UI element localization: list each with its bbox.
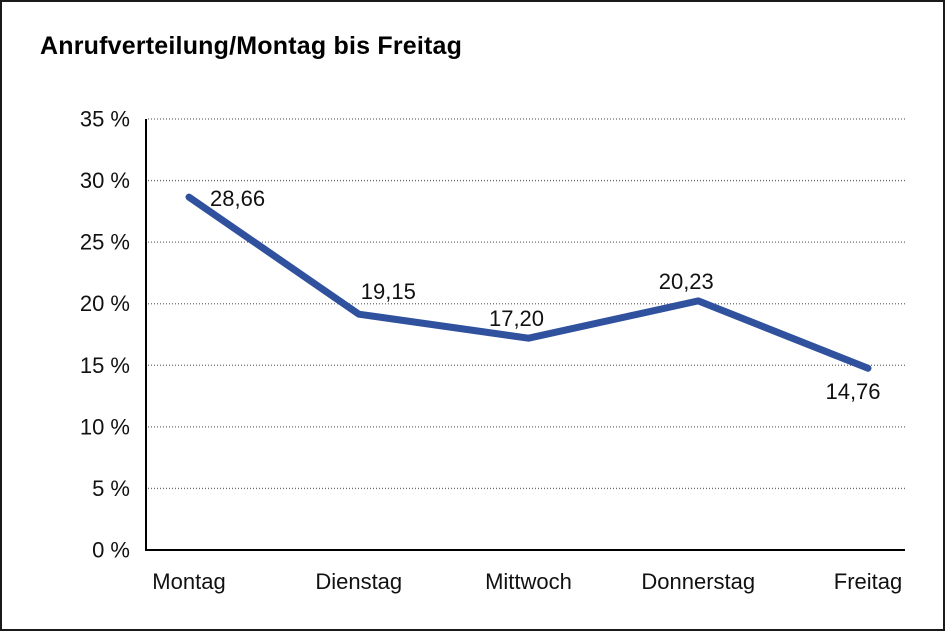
x-tick-label: Montag [152, 569, 225, 594]
data-label: 28,66 [210, 186, 265, 211]
y-tick-label: 10 % [80, 414, 130, 439]
y-tick-label: 25 % [80, 230, 130, 255]
data-label: 14,76 [825, 379, 880, 404]
y-tick-label: 20 % [80, 291, 130, 316]
y-tick-label: 15 % [80, 353, 130, 378]
series-line [185, 193, 872, 372]
y-tick-label: 0 % [92, 538, 130, 563]
x-tick-label: Dienstag [315, 569, 402, 594]
x-tick-label: Mittwoch [485, 569, 572, 594]
data-label: 17,20 [489, 306, 544, 331]
y-tick-label: 5 % [92, 476, 130, 501]
x-tick-label: Donnerstag [641, 569, 755, 594]
chart-title: Anrufverteilung/Montag bis Freitag [40, 32, 463, 60]
x-tick-label: Freitag [834, 569, 902, 594]
y-tick-label: 35 % [80, 107, 130, 132]
data-label: 19,15 [361, 279, 416, 304]
data-label: 20,23 [659, 269, 714, 294]
y-tick-label: 30 % [80, 168, 130, 193]
